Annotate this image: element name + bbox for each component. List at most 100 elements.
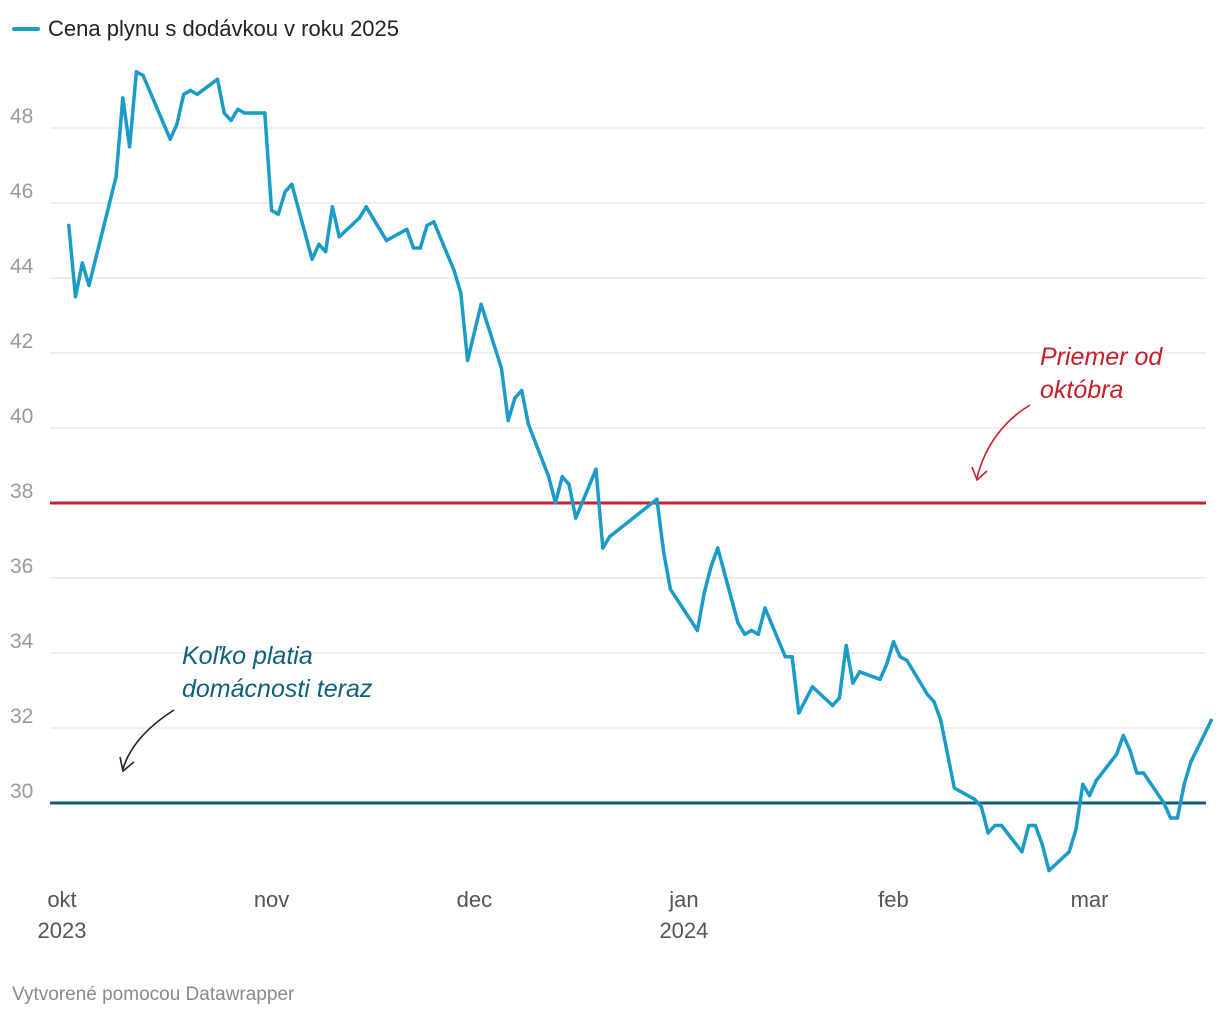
annotation-average-line2: októbra <box>1040 376 1123 404</box>
x-tick-label: feb <box>878 887 909 912</box>
data-point <box>520 388 524 393</box>
y-tick-label: 34 <box>10 630 34 653</box>
x-tick-label: dec <box>457 887 492 912</box>
data-point <box>175 122 179 127</box>
data-point <box>195 92 199 97</box>
reference-lines <box>50 501 1206 805</box>
data-point <box>972 797 977 801</box>
data-point <box>459 291 463 295</box>
data-point <box>743 632 747 636</box>
data-point <box>479 302 483 306</box>
data-point <box>330 205 335 209</box>
data-point <box>1182 782 1186 786</box>
x-tick-sublabel: 2023 <box>38 918 87 943</box>
data-point <box>168 137 172 141</box>
data-point <box>837 696 842 700</box>
footer-credit: Vytvorené pomocou Datawrapper <box>12 984 295 1005</box>
data-point <box>1033 823 1038 828</box>
y-tick-label: 48 <box>10 105 33 128</box>
data-point <box>939 718 943 723</box>
data-point <box>797 711 801 715</box>
data-point <box>932 700 936 704</box>
x-tick-label: jan <box>668 887 698 912</box>
data-point <box>506 418 510 423</box>
data-point <box>357 216 362 220</box>
data-point <box>283 190 287 194</box>
data-point <box>1094 778 1099 783</box>
y-tick-label: 44 <box>10 255 34 278</box>
series-line <box>67 70 1213 873</box>
data-point <box>1074 827 1078 831</box>
data-point <box>851 681 855 685</box>
annotation-current-line1: Koľko platia <box>182 642 313 670</box>
data-point <box>229 118 233 123</box>
data-point <box>1141 771 1146 775</box>
data-point <box>594 467 598 471</box>
data-point <box>925 692 929 696</box>
data-point <box>80 261 85 265</box>
data-point <box>405 227 409 231</box>
data-point <box>242 111 247 115</box>
gridlines <box>50 127 1206 804</box>
data-point <box>310 257 314 261</box>
data-point <box>222 111 226 115</box>
data-point <box>810 685 815 689</box>
data-point <box>418 246 422 250</box>
x-tick-label: nov <box>254 887 289 912</box>
y-tick-label: 38 <box>10 480 33 503</box>
annotation-current-arrow <box>122 709 175 770</box>
data-point <box>141 73 145 78</box>
data-point <box>1135 771 1139 775</box>
data-point <box>337 235 341 239</box>
data-point <box>1067 850 1071 854</box>
x-tick-label: mar <box>1071 887 1109 912</box>
data-point <box>236 107 240 112</box>
data-point <box>716 546 720 550</box>
data-point <box>526 422 531 426</box>
data-point <box>378 227 382 231</box>
data-point <box>1162 801 1166 805</box>
annotation-average-arrowhead <box>971 466 988 482</box>
data-point <box>182 92 186 97</box>
data-point <box>607 535 612 539</box>
data-point <box>560 475 564 479</box>
legend: Cena plynu s dodávkou v roku 2025 <box>12 16 399 42</box>
data-point <box>513 396 517 400</box>
data-point <box>655 497 659 501</box>
data-point <box>1047 868 1051 873</box>
data-point <box>276 212 280 216</box>
data-point <box>87 283 91 288</box>
data-point <box>844 643 848 648</box>
data-point <box>567 482 571 486</box>
data-point <box>783 655 787 659</box>
y-tick-label: 46 <box>10 180 33 203</box>
data-point <box>905 658 909 663</box>
data-point <box>73 295 78 299</box>
data-point <box>1175 816 1180 820</box>
y-tick-label: 36 <box>10 555 33 578</box>
data-point <box>1040 842 1044 846</box>
data-point <box>1081 782 1085 786</box>
annotation-average-line1: Priemer od <box>1040 343 1163 371</box>
data-point <box>67 223 71 228</box>
data-point <box>702 591 706 595</box>
data-point <box>790 655 794 659</box>
data-point <box>290 182 294 186</box>
legend-label: Cena plynu s dodávkou v roku 2025 <box>48 16 400 41</box>
data-point <box>709 565 713 569</box>
y-axis-ticks: 30 32 34 36 38 40 42 44 46 48 <box>10 105 34 803</box>
annotation-average: Priemer od októbra <box>971 343 1163 482</box>
data-point <box>661 550 666 554</box>
data-point <box>736 621 740 625</box>
annotation-current: Koľko platia domácnosti teraz <box>119 642 373 773</box>
annotation-current-line2: domácnosti teraz <box>182 675 373 703</box>
annotation-average-arrow <box>976 404 1031 479</box>
data-point <box>188 88 193 93</box>
data-point <box>1020 850 1024 854</box>
data-point <box>885 662 889 666</box>
data-point <box>986 831 990 835</box>
x-axis-ticks: okt 2023 nov dec jan 2024 feb mar <box>38 887 1109 943</box>
data-point <box>553 501 558 505</box>
data-point <box>993 823 997 828</box>
